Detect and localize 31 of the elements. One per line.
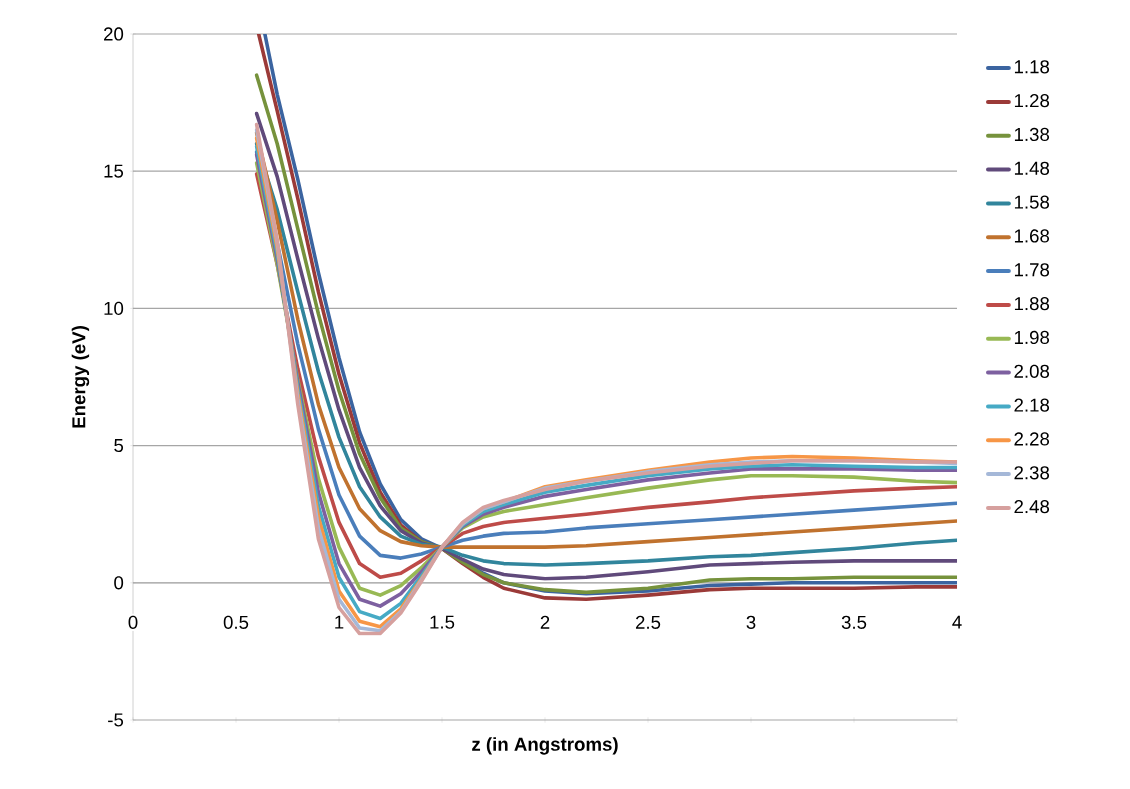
legend-label: 1.58	[1014, 195, 1050, 209]
legend-label: 1.68	[1014, 229, 1050, 243]
x-tick-label: 2	[540, 615, 550, 629]
legend-label: 2.48	[1014, 500, 1050, 514]
x-tick-label: 4	[952, 615, 962, 629]
y-tick-label: 15	[104, 164, 124, 178]
y-axis-title: Energy (eV)	[71, 326, 90, 428]
x-tick-label: 1.5	[430, 615, 455, 629]
legend-label: 1.48	[1014, 161, 1050, 175]
x-axis-title: z (in Angstroms)	[472, 737, 618, 755]
legend-label: 1.28	[1014, 94, 1050, 108]
x-tick-label: 0.5	[223, 615, 249, 629]
x-tick-label: 1	[335, 615, 344, 629]
x-tick-label: 2.5	[635, 615, 661, 629]
legend-label: 2.08	[1014, 364, 1050, 378]
x-tick-label: 3	[746, 615, 756, 629]
y-tick-label: 10	[104, 301, 124, 316]
legend-label: 1.78	[1014, 263, 1050, 277]
y-tick-label: 0	[114, 576, 124, 590]
legend-label: 1.88	[1014, 297, 1050, 311]
legend-label: 1.38	[1014, 127, 1050, 142]
legend-label: 2.38	[1014, 466, 1050, 480]
legend-label: 1.98	[1014, 330, 1050, 345]
x-tick-label: 3.5	[841, 615, 867, 629]
y-tick-label: 5	[114, 439, 124, 453]
legend-label: 1.18	[1014, 60, 1050, 74]
legend-label: 2.18	[1014, 398, 1050, 412]
legend-label: 2.28	[1014, 432, 1050, 446]
y-tick-label: 20	[104, 27, 124, 41]
x-tick-label: 0	[128, 615, 138, 629]
y-tick-label: -5	[108, 713, 124, 727]
